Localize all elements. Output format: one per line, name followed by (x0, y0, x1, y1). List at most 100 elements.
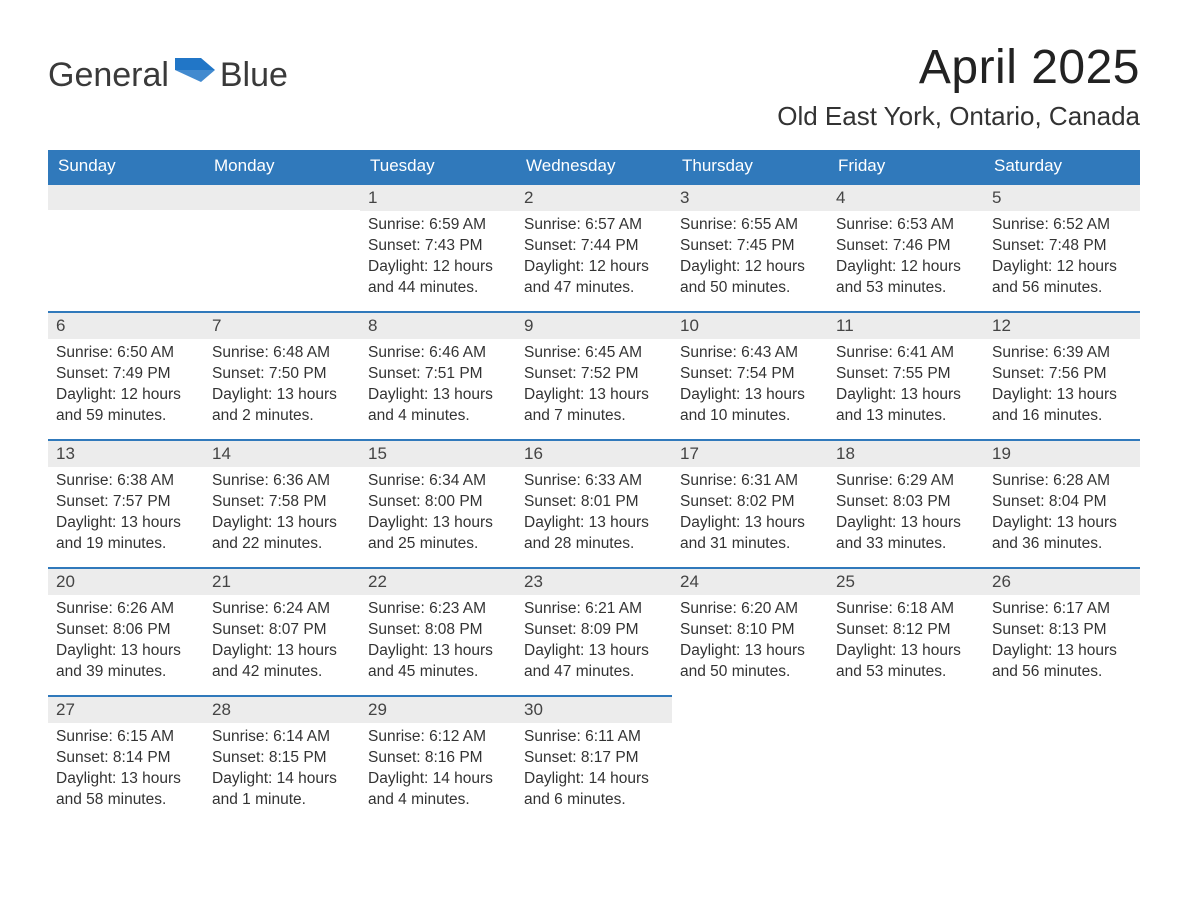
calendar-cell: 30Sunrise: 6:11 AMSunset: 8:17 PMDayligh… (516, 695, 672, 823)
header: General Blue April 2025 Old East York, O… (48, 40, 1140, 132)
sunset-line: Sunset: 8:17 PM (524, 748, 664, 769)
sunset-line: Sunset: 7:52 PM (524, 364, 664, 385)
calendar-cell: 14Sunrise: 6:36 AMSunset: 7:58 PMDayligh… (204, 439, 360, 567)
sunset-line: Sunset: 8:10 PM (680, 620, 820, 641)
day-details: Sunrise: 6:28 AMSunset: 8:04 PMDaylight:… (984, 467, 1140, 555)
day-details: Sunrise: 6:59 AMSunset: 7:43 PMDaylight:… (360, 211, 516, 299)
sunset-line: Sunset: 8:00 PM (368, 492, 508, 513)
calendar-cell: 5Sunrise: 6:52 AMSunset: 7:48 PMDaylight… (984, 183, 1140, 311)
daylight-line: Daylight: 14 hours and 1 minute. (212, 769, 352, 811)
day-details: Sunrise: 6:17 AMSunset: 8:13 PMDaylight:… (984, 595, 1140, 683)
daylight-line: Daylight: 12 hours and 44 minutes. (368, 257, 508, 299)
day-details: Sunrise: 6:36 AMSunset: 7:58 PMDaylight:… (204, 467, 360, 555)
sunrise-line: Sunrise: 6:46 AM (368, 343, 508, 364)
day-details: Sunrise: 6:57 AMSunset: 7:44 PMDaylight:… (516, 211, 672, 299)
sunset-line: Sunset: 7:45 PM (680, 236, 820, 257)
month-title: April 2025 (777, 40, 1140, 95)
day-details: Sunrise: 6:20 AMSunset: 8:10 PMDaylight:… (672, 595, 828, 683)
day-details: Sunrise: 6:23 AMSunset: 8:08 PMDaylight:… (360, 595, 516, 683)
calendar-cell: 29Sunrise: 6:12 AMSunset: 8:16 PMDayligh… (360, 695, 516, 823)
day-number: 5 (984, 183, 1140, 211)
sunrise-line: Sunrise: 6:59 AM (368, 215, 508, 236)
daylight-line: Daylight: 13 hours and 33 minutes. (836, 513, 976, 555)
sunrise-line: Sunrise: 6:33 AM (524, 471, 664, 492)
day-number: 25 (828, 567, 984, 595)
sunset-line: Sunset: 7:44 PM (524, 236, 664, 257)
daylight-line: Daylight: 14 hours and 4 minutes. (368, 769, 508, 811)
logo: General Blue (48, 40, 288, 94)
day-number: 23 (516, 567, 672, 595)
daylight-line: Daylight: 13 hours and 25 minutes. (368, 513, 508, 555)
calendar-cell: 16Sunrise: 6:33 AMSunset: 8:01 PMDayligh… (516, 439, 672, 567)
day-number: 4 (828, 183, 984, 211)
day-number: 27 (48, 695, 204, 723)
daylight-line: Daylight: 13 hours and 50 minutes. (680, 641, 820, 683)
day-details: Sunrise: 6:55 AMSunset: 7:45 PMDaylight:… (672, 211, 828, 299)
calendar-cell-empty (204, 183, 360, 311)
day-number: 28 (204, 695, 360, 723)
daylight-line: Daylight: 12 hours and 47 minutes. (524, 257, 664, 299)
calendar-cell: 8Sunrise: 6:46 AMSunset: 7:51 PMDaylight… (360, 311, 516, 439)
day-details: Sunrise: 6:53 AMSunset: 7:46 PMDaylight:… (828, 211, 984, 299)
daylight-line: Daylight: 12 hours and 59 minutes. (56, 385, 196, 427)
sunset-line: Sunset: 8:12 PM (836, 620, 976, 641)
day-number: 19 (984, 439, 1140, 467)
sunset-line: Sunset: 8:04 PM (992, 492, 1132, 513)
day-number: 2 (516, 183, 672, 211)
daylight-line: Daylight: 12 hours and 53 minutes. (836, 257, 976, 299)
daylight-line: Daylight: 13 hours and 22 minutes. (212, 513, 352, 555)
day-number: 15 (360, 439, 516, 467)
weekday-header: Thursday (672, 150, 828, 183)
sunset-line: Sunset: 7:46 PM (836, 236, 976, 257)
day-details: Sunrise: 6:12 AMSunset: 8:16 PMDaylight:… (360, 723, 516, 811)
sunrise-line: Sunrise: 6:24 AM (212, 599, 352, 620)
calendar-cell: 26Sunrise: 6:17 AMSunset: 8:13 PMDayligh… (984, 567, 1140, 695)
calendar-cell: 4Sunrise: 6:53 AMSunset: 7:46 PMDaylight… (828, 183, 984, 311)
daylight-line: Daylight: 13 hours and 10 minutes. (680, 385, 820, 427)
calendar-cell: 13Sunrise: 6:38 AMSunset: 7:57 PMDayligh… (48, 439, 204, 567)
day-details: Sunrise: 6:11 AMSunset: 8:17 PMDaylight:… (516, 723, 672, 811)
sunrise-line: Sunrise: 6:55 AM (680, 215, 820, 236)
logo-word-2: Blue (220, 56, 288, 94)
daylight-line: Daylight: 13 hours and 58 minutes. (56, 769, 196, 811)
sunset-line: Sunset: 8:08 PM (368, 620, 508, 641)
day-number: 9 (516, 311, 672, 339)
calendar-cell: 19Sunrise: 6:28 AMSunset: 8:04 PMDayligh… (984, 439, 1140, 567)
day-details: Sunrise: 6:43 AMSunset: 7:54 PMDaylight:… (672, 339, 828, 427)
day-details: Sunrise: 6:48 AMSunset: 7:50 PMDaylight:… (204, 339, 360, 427)
sunset-line: Sunset: 7:49 PM (56, 364, 196, 385)
day-number: 24 (672, 567, 828, 595)
day-number: 1 (360, 183, 516, 211)
day-number: 29 (360, 695, 516, 723)
sunset-line: Sunset: 8:09 PM (524, 620, 664, 641)
sunset-line: Sunset: 7:43 PM (368, 236, 508, 257)
sunrise-line: Sunrise: 6:53 AM (836, 215, 976, 236)
sunrise-line: Sunrise: 6:48 AM (212, 343, 352, 364)
sunrise-line: Sunrise: 6:12 AM (368, 727, 508, 748)
day-number: 22 (360, 567, 516, 595)
day-number: 14 (204, 439, 360, 467)
sunrise-line: Sunrise: 6:34 AM (368, 471, 508, 492)
calendar-cell: 20Sunrise: 6:26 AMSunset: 8:06 PMDayligh… (48, 567, 204, 695)
calendar-cell: 9Sunrise: 6:45 AMSunset: 7:52 PMDaylight… (516, 311, 672, 439)
daylight-line: Daylight: 13 hours and 2 minutes. (212, 385, 352, 427)
day-number: 7 (204, 311, 360, 339)
day-number: 20 (48, 567, 204, 595)
sunset-line: Sunset: 7:51 PM (368, 364, 508, 385)
day-details: Sunrise: 6:52 AMSunset: 7:48 PMDaylight:… (984, 211, 1140, 299)
sunrise-line: Sunrise: 6:20 AM (680, 599, 820, 620)
calendar-cell: 3Sunrise: 6:55 AMSunset: 7:45 PMDaylight… (672, 183, 828, 311)
day-details: Sunrise: 6:33 AMSunset: 8:01 PMDaylight:… (516, 467, 672, 555)
calendar-cell-empty (48, 183, 204, 311)
daylight-line: Daylight: 14 hours and 6 minutes. (524, 769, 664, 811)
sunset-line: Sunset: 7:48 PM (992, 236, 1132, 257)
daylight-line: Daylight: 13 hours and 42 minutes. (212, 641, 352, 683)
day-number: 11 (828, 311, 984, 339)
weekday-header: Tuesday (360, 150, 516, 183)
day-details: Sunrise: 6:39 AMSunset: 7:56 PMDaylight:… (984, 339, 1140, 427)
day-details: Sunrise: 6:50 AMSunset: 7:49 PMDaylight:… (48, 339, 204, 427)
sunrise-line: Sunrise: 6:38 AM (56, 471, 196, 492)
sunset-line: Sunset: 8:07 PM (212, 620, 352, 641)
calendar-cell: 15 Sunrise: 6:34 AMSunset: 8:00 PMDayligh… (360, 439, 516, 567)
day-details: Sunrise: 6:14 AMSunset: 8:15 PMDaylight:… (204, 723, 360, 811)
